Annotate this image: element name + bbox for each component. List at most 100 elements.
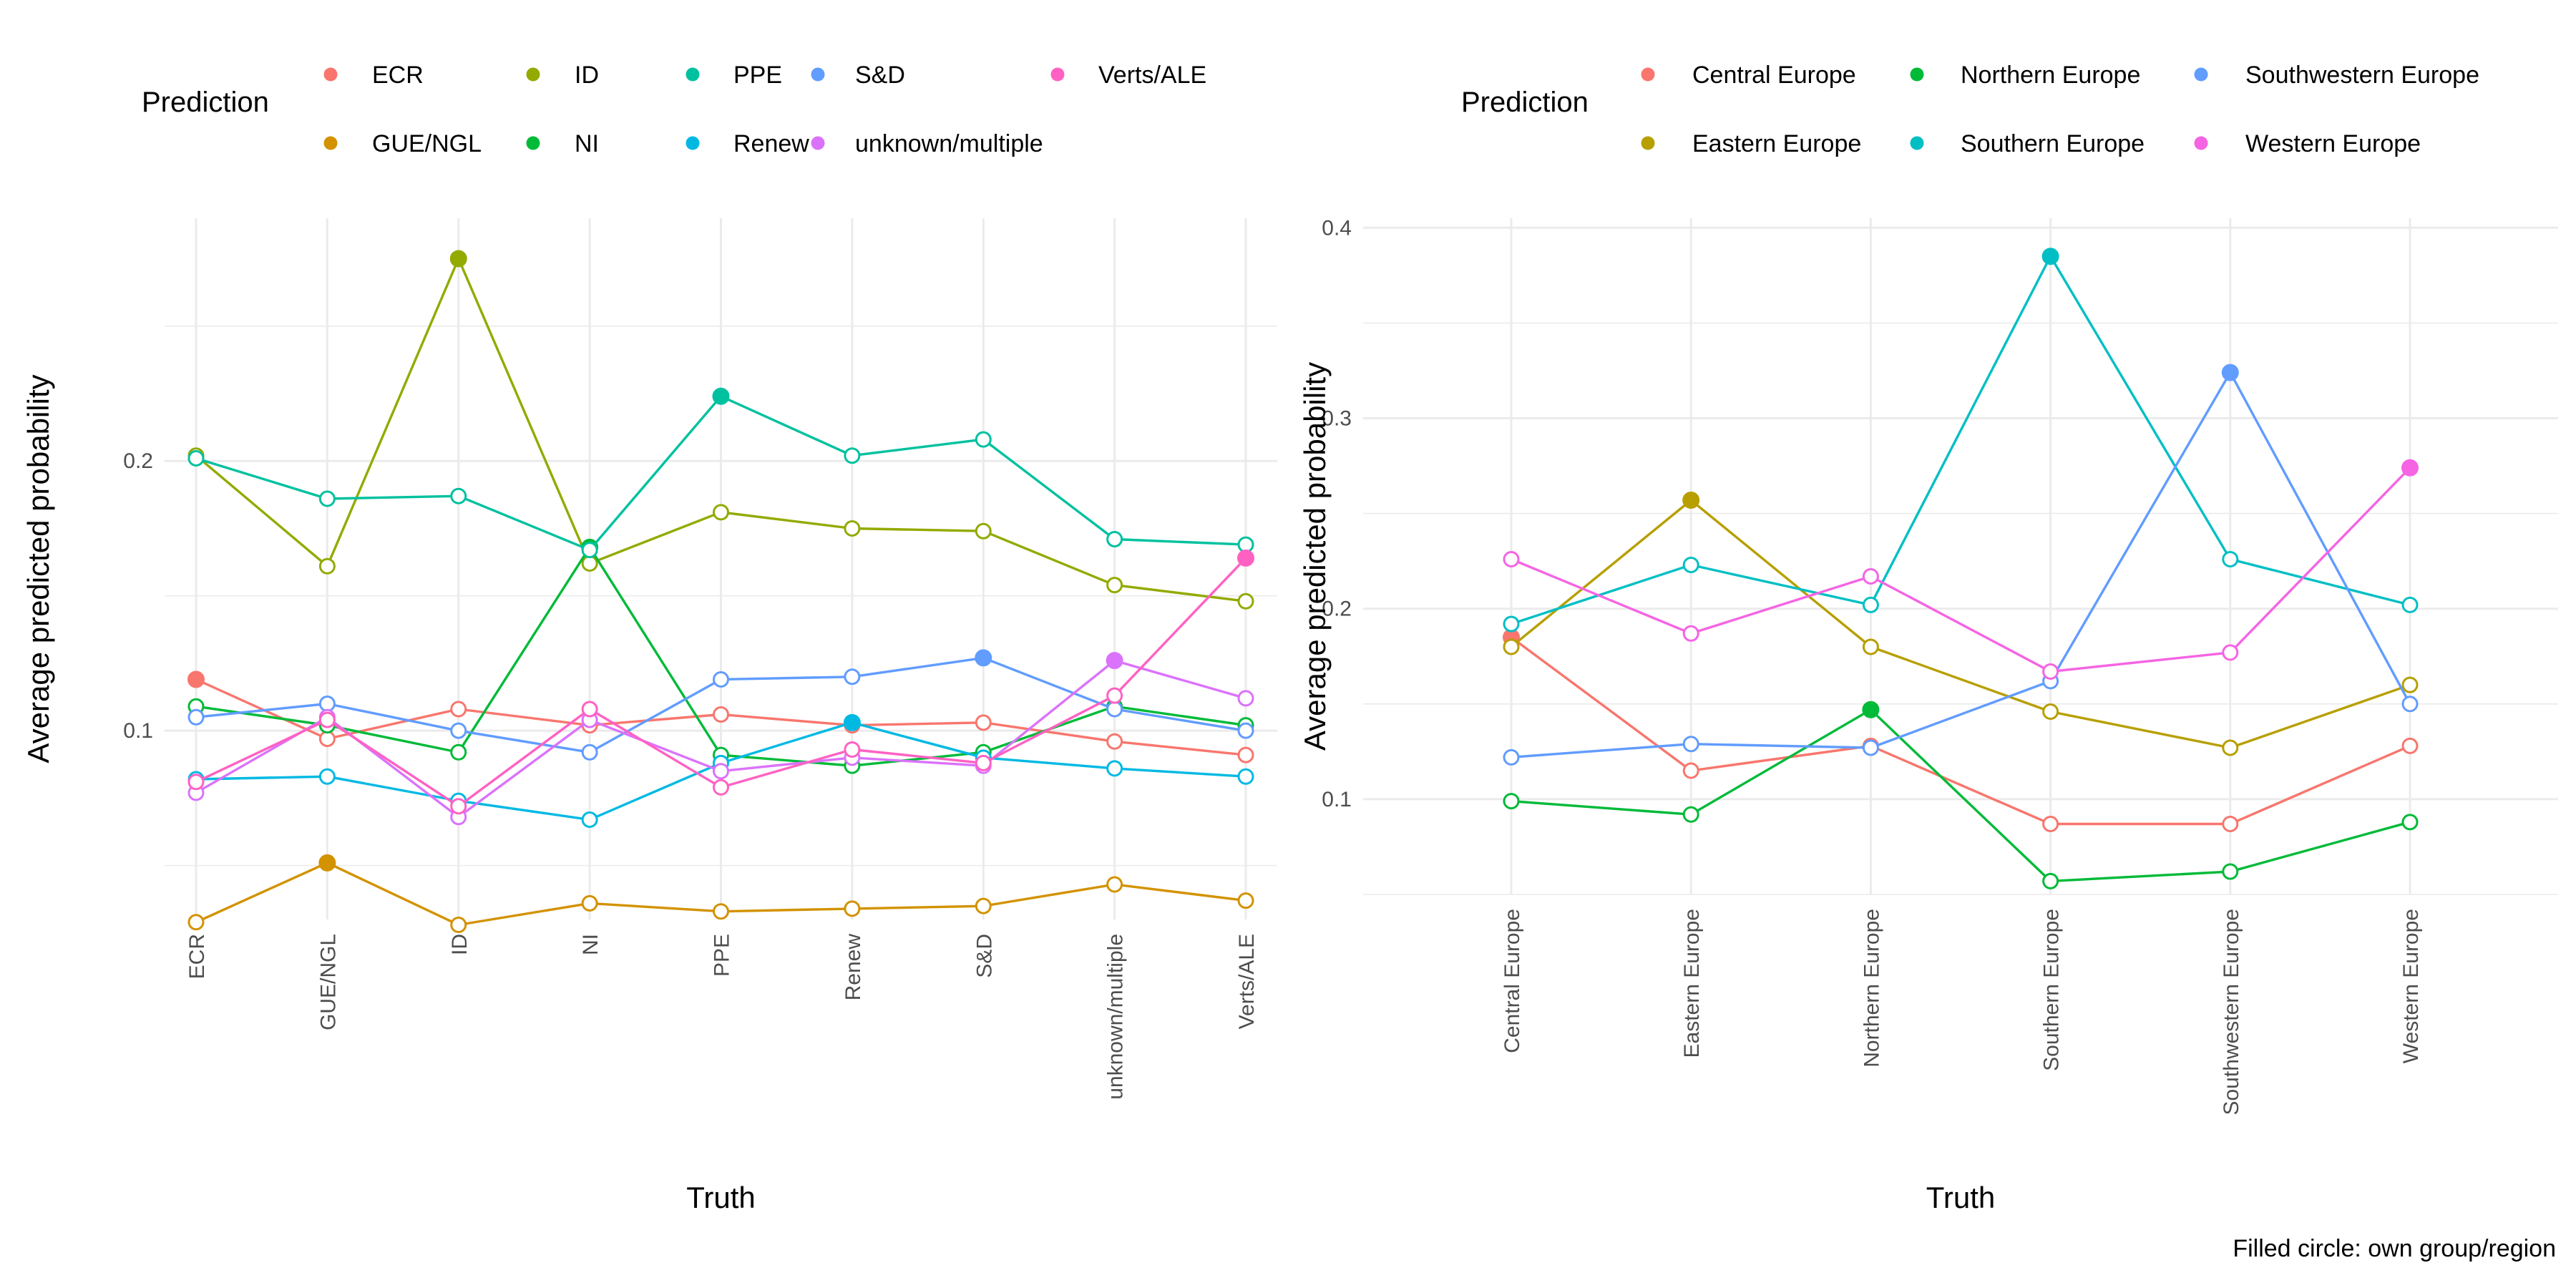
data-point [1237, 592, 1254, 610]
legend: Prediction Central Europe Eastern Europe No… [1461, 62, 2479, 157]
series-verts-ale [187, 549, 1254, 815]
legend-label: ID [575, 62, 599, 89]
x-tick-label: Southwestern Europe [2220, 909, 2243, 1116]
x-tick-label: unknown/multiple [1104, 934, 1128, 1100]
data-point [450, 722, 467, 739]
legend-title: Prediction [1461, 87, 1589, 118]
data-point [713, 903, 729, 920]
series-line [1510, 499, 2411, 749]
legend-key [811, 136, 825, 150]
x-tick-label: Verts/ALE [1235, 934, 1259, 1029]
data-point [975, 522, 992, 540]
data-point [2042, 703, 2059, 720]
data-point [1503, 615, 1520, 633]
legend-key [1050, 67, 1065, 82]
data-point [1106, 531, 1123, 548]
legend-key [1641, 67, 1655, 82]
legend-item-unknown-multiple: unknown/multiple [811, 130, 1043, 157]
data-point-filled [2221, 364, 2239, 381]
data-point [844, 519, 861, 537]
data-point [2222, 550, 2239, 567]
legend-item-gue-ngl: GUE/NGL [323, 130, 482, 157]
data-point [1682, 762, 1699, 779]
legend-key [526, 136, 540, 150]
series-line [1511, 708, 2411, 883]
data-point-filled [2401, 459, 2419, 477]
data-point [713, 671, 729, 688]
legend-item-renew: Renew [686, 130, 809, 157]
legend-label: Central Europe [1692, 62, 1856, 89]
legend-item-verts-ale: Verts/ALE [1050, 62, 1206, 89]
data-point-filled [712, 387, 730, 405]
data-point-filled [318, 854, 336, 872]
data-point [2401, 596, 2419, 613]
series-western-europe [1503, 459, 2419, 680]
data-point [1106, 760, 1123, 777]
y-tick-label: 0.4 [1322, 216, 1352, 240]
data-point [1237, 690, 1254, 707]
chart-region: 0.1 0.2 0.3 0.4 Central Europe Eastern Europe… [1298, 62, 2558, 1214]
data-point [1862, 567, 1879, 585]
caption: Filled circle: own group/region [2233, 1235, 2556, 1262]
y-tick-label: 0.3 [1322, 407, 1352, 431]
data-point [1503, 638, 1520, 655]
legend-label: S&D [855, 62, 905, 89]
x-tick-label: Renew [841, 934, 865, 1001]
data-point [1503, 748, 1520, 766]
data-point-filled [1106, 652, 1123, 670]
data-point [1862, 638, 1879, 655]
data-point-filled [2041, 248, 2059, 265]
data-point [2042, 816, 2059, 833]
data-point [318, 557, 336, 575]
data-point [187, 449, 205, 467]
legend-item-western-europe: Western Europe [2194, 130, 2421, 157]
data-point [2042, 872, 2059, 889]
data-point [450, 798, 467, 815]
data-point [2042, 663, 2059, 680]
data-point-filled [187, 670, 205, 688]
legend-key [686, 136, 700, 150]
chart-party: 0.1 0.2 ECR GUE/NGL ID NI PPE Renew S&D unknown/m… [21, 62, 1277, 1214]
legend: Prediction ECR GUE/NGL ID NI PPE Renew S&D unkno… [142, 62, 1206, 157]
data-point [1106, 577, 1123, 594]
series-southern-europe [1503, 248, 2419, 633]
x-tick-label: Eastern Europe [1680, 909, 1704, 1058]
y-tick-label: 0.1 [123, 719, 153, 743]
legend-label: GUE/NGL [372, 130, 482, 157]
y-tick-label: 0.2 [1322, 597, 1352, 621]
data-point [581, 542, 598, 559]
data-point [1862, 739, 1879, 756]
legend-key [1910, 67, 1924, 82]
legend-key [1910, 136, 1924, 150]
legend-item-northern-europe: Northern Europe [1910, 62, 2140, 89]
legend-label: Eastern Europe [1692, 130, 1861, 157]
data-point [713, 763, 729, 780]
y-axis-title: Average predicted probability [1298, 362, 1332, 751]
data-point [844, 741, 861, 758]
legend-item-eastern-europe: Eastern Europe [1641, 130, 1861, 157]
x-tick-label: S&D [972, 934, 996, 978]
legend-key [811, 67, 825, 82]
series-line [1510, 636, 2411, 826]
legend-label: Verts/ALE [1098, 62, 1206, 89]
data-point [187, 914, 205, 931]
legend-label: ECR [372, 62, 424, 89]
series-line [1511, 371, 2411, 758]
legend-key [686, 67, 700, 82]
series-line [1511, 255, 2411, 625]
data-point [844, 668, 861, 686]
data-point [318, 730, 336, 747]
legend-title: Prediction [142, 87, 269, 118]
x-tick-label: GUE/NGL [316, 934, 340, 1030]
data-point [2222, 739, 2239, 756]
data-point [2401, 696, 2419, 713]
x-axis-title: Truth [686, 1181, 755, 1214]
x-tick-label: Central Europe [1501, 909, 1524, 1053]
legend-item-id: ID [526, 62, 599, 89]
legend-label: Renew [733, 130, 809, 157]
legend-label: Western Europe [2245, 130, 2421, 157]
data-point [1106, 733, 1123, 750]
legend-item-ecr: ECR [323, 62, 424, 89]
legend-label: Northern Europe [1961, 62, 2140, 89]
